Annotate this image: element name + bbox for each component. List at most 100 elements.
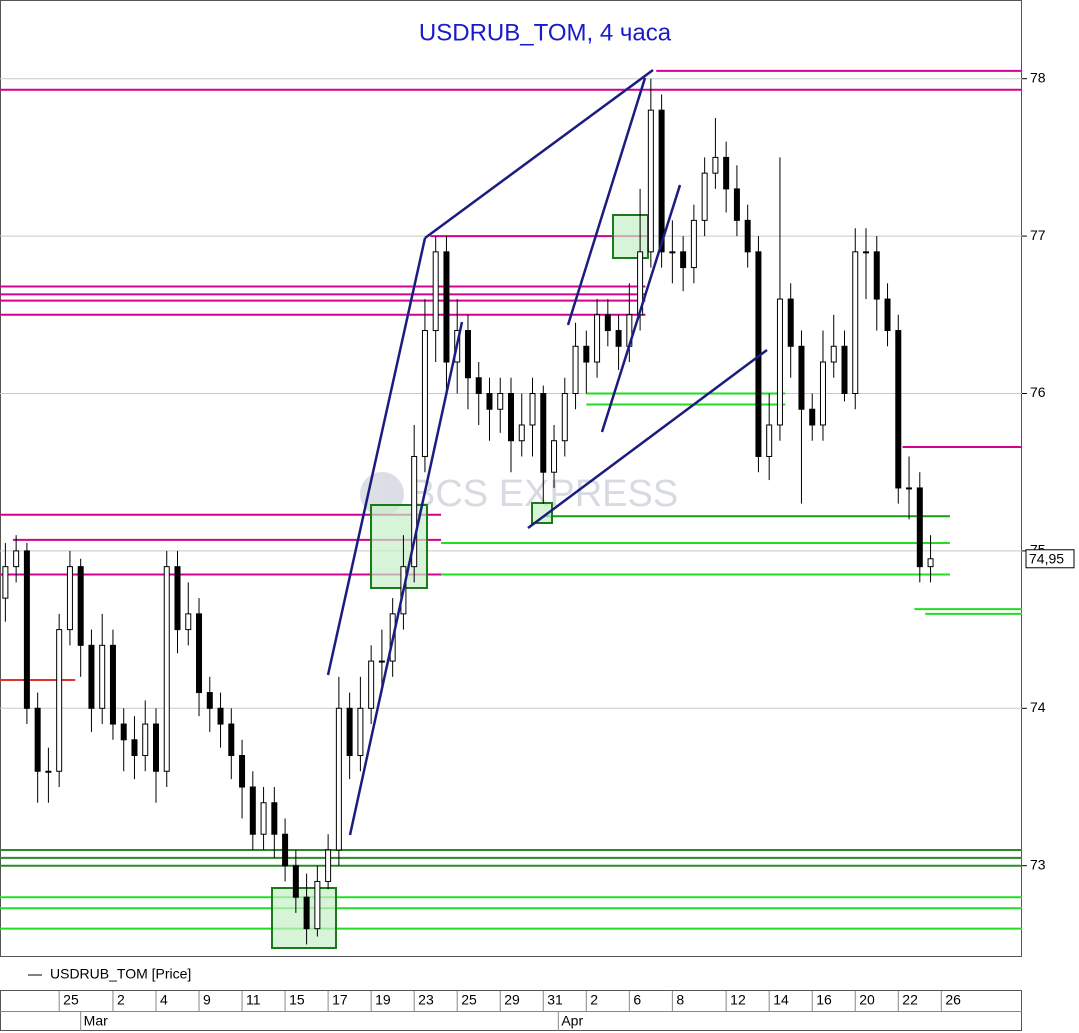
candle-body bbox=[152, 723, 159, 772]
candle-body bbox=[464, 330, 471, 379]
candle-body bbox=[77, 566, 84, 646]
candle-body bbox=[583, 345, 590, 363]
candle-body bbox=[131, 739, 138, 757]
y-tick-label: 77 bbox=[1030, 227, 1046, 243]
y-tick-label: 74 bbox=[1030, 699, 1046, 715]
levels-layer bbox=[0, 69, 1022, 930]
candle-body bbox=[475, 377, 482, 395]
candle-body bbox=[185, 613, 192, 631]
candle-body bbox=[809, 408, 816, 426]
x-tick-label: 6 bbox=[633, 992, 641, 1008]
x-tick-label: 19 bbox=[375, 992, 391, 1008]
candle-body bbox=[335, 707, 342, 851]
last-price-label: 74,95 bbox=[1029, 550, 1064, 566]
x-tick-label: 2 bbox=[117, 992, 125, 1008]
candle-body bbox=[13, 550, 20, 568]
x-tick-label: 20 bbox=[859, 992, 875, 1008]
candle-body bbox=[66, 566, 73, 631]
x-tick-label: 22 bbox=[902, 992, 918, 1008]
candle-body bbox=[701, 172, 708, 221]
x-tick-label: 25 bbox=[461, 992, 477, 1008]
zone-box bbox=[370, 504, 428, 589]
candle-body bbox=[798, 345, 805, 410]
candle-body bbox=[647, 109, 654, 253]
candle-body bbox=[23, 550, 30, 709]
legend-label: USDRUB_TOM [Price] bbox=[50, 966, 191, 982]
candle-body bbox=[239, 755, 246, 788]
candle-body bbox=[120, 723, 127, 741]
candle-body bbox=[906, 487, 913, 490]
candle-body bbox=[690, 219, 697, 269]
candle-body bbox=[2, 566, 9, 599]
candle-body bbox=[432, 251, 439, 332]
candle-body bbox=[680, 251, 687, 269]
trend-line bbox=[348, 321, 464, 836]
candle-body bbox=[841, 345, 848, 395]
candle-body bbox=[34, 707, 41, 772]
x-tick-label: 29 bbox=[504, 992, 520, 1008]
trend-lines bbox=[326, 68, 768, 836]
trend-line bbox=[527, 348, 768, 530]
candle-body bbox=[421, 330, 428, 457]
candle-body bbox=[346, 707, 353, 757]
x-tick-label: 14 bbox=[773, 992, 789, 1008]
x-tick-label: 26 bbox=[945, 992, 961, 1008]
candle-body bbox=[895, 330, 902, 489]
candle-body bbox=[529, 393, 536, 426]
zone-box bbox=[531, 502, 553, 524]
candle-body bbox=[712, 156, 719, 174]
candle-body bbox=[109, 644, 116, 725]
x-tick-label: 8 bbox=[676, 992, 684, 1008]
x-tick-label: 9 bbox=[203, 992, 211, 1008]
candle-body bbox=[378, 660, 385, 663]
candle-body bbox=[99, 644, 106, 709]
candle-body bbox=[776, 298, 783, 426]
candle-body bbox=[884, 298, 891, 332]
candle-body bbox=[486, 393, 493, 410]
x-tick-label: 17 bbox=[332, 992, 348, 1008]
candle-body bbox=[540, 393, 547, 473]
candle-body bbox=[733, 188, 740, 221]
y-axis: 73747576777874,95 bbox=[1022, 69, 1075, 872]
candle-body bbox=[196, 613, 203, 694]
month-label: Mar bbox=[84, 1013, 108, 1029]
y-tick-label: 78 bbox=[1030, 69, 1046, 85]
candle-body bbox=[249, 786, 256, 835]
x-tick-label: 23 bbox=[418, 992, 434, 1008]
x-tick-label: 16 bbox=[816, 992, 832, 1008]
x-tick-label: 31 bbox=[547, 992, 563, 1008]
candle-body bbox=[873, 251, 880, 300]
candle-body bbox=[819, 361, 826, 426]
candle-body bbox=[916, 487, 923, 568]
candle-body bbox=[594, 314, 601, 363]
trend-line bbox=[566, 77, 647, 326]
candle-body bbox=[314, 880, 321, 930]
candle-body bbox=[368, 660, 375, 709]
trend-line bbox=[424, 68, 654, 240]
candle-body bbox=[723, 156, 730, 190]
candle-body bbox=[45, 770, 52, 773]
candle-body bbox=[357, 707, 364, 757]
last-price-box bbox=[1025, 549, 1075, 569]
candle-body bbox=[615, 330, 622, 347]
chart-title: USDRUB_TOM, 4 часа bbox=[419, 19, 672, 46]
date-axis-frame bbox=[0, 990, 1022, 1031]
trend-line bbox=[326, 237, 427, 676]
x-tick-label: 25 bbox=[63, 992, 79, 1008]
candle-body bbox=[863, 251, 870, 254]
candle-body bbox=[217, 707, 224, 725]
candle-body bbox=[282, 833, 289, 867]
candle-body bbox=[292, 865, 299, 898]
candle-body bbox=[852, 251, 859, 395]
candle-body bbox=[787, 298, 794, 347]
trend-line bbox=[600, 184, 682, 433]
candle-body bbox=[669, 251, 676, 254]
candle-body bbox=[927, 558, 934, 568]
candle-body bbox=[88, 644, 95, 709]
candle-body bbox=[260, 802, 267, 835]
x-tick-label: 11 bbox=[246, 992, 261, 1008]
candle-body bbox=[325, 849, 332, 882]
